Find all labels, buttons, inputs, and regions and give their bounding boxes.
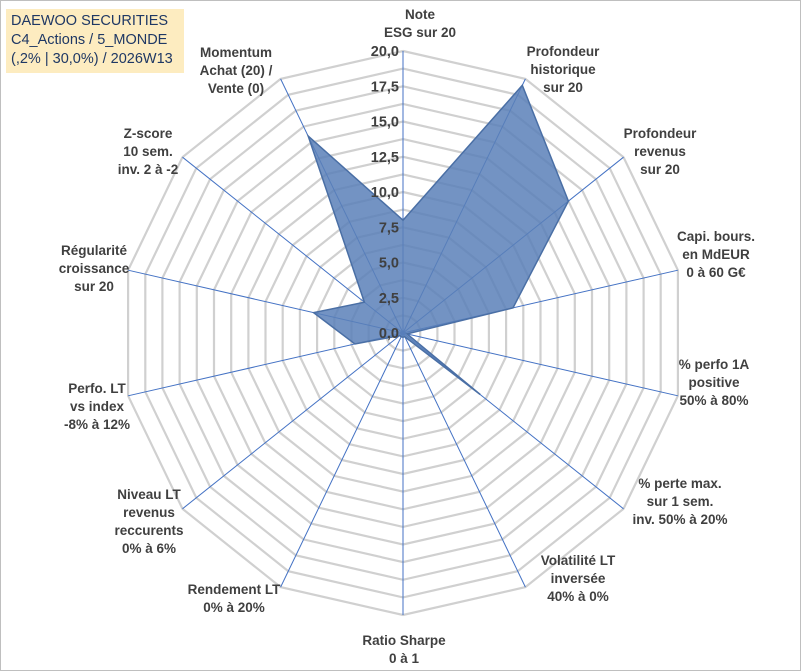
category-label-line: % perfo 1A — [679, 357, 750, 372]
category-label: Régularité croissance sur 20 — [59, 243, 130, 294]
category-label-line: revenus — [123, 505, 175, 520]
category-label: Ratio Sharpe 0 à 1 — [362, 633, 446, 666]
chart-title-line-1: DAEWOO SECURITIES — [11, 13, 169, 29]
category-label-line: croissance — [59, 261, 130, 276]
category-label-line: 0% à 6% — [122, 541, 176, 556]
tick-label: 7,5 — [379, 220, 399, 236]
tick-label: 10,0 — [371, 185, 399, 201]
radar-category-labels: Note ESG sur 20 Profondeur historique sur 20… — [59, 7, 755, 666]
category-label-line: 0% à 20% — [203, 600, 265, 615]
category-label-line: ESG sur 20 — [384, 25, 456, 40]
tick-label: 12,5 — [371, 150, 399, 166]
category-label-line: vs index — [70, 399, 125, 414]
tick-label: 20,0 — [371, 44, 399, 60]
category-label-line: Volatilité LT — [541, 553, 616, 568]
category-label-line: -8% à 12% — [64, 417, 130, 432]
radar-series — [306, 83, 570, 396]
category-label-line: revenus — [634, 144, 686, 159]
category-label-line: reccurents — [114, 523, 183, 538]
series-area — [306, 83, 570, 396]
category-label: Rendement LT 0% à 20% — [188, 582, 282, 615]
tick-label: 2,5 — [379, 291, 399, 307]
category-label-line: 10 sem. — [123, 144, 173, 159]
category-label-line: Perfo. LT — [68, 381, 126, 396]
category-label-line: positive — [688, 375, 740, 390]
category-label-line: 0 à 1 — [389, 651, 420, 666]
tick-label: 17,5 — [371, 79, 399, 95]
category-label-line: 50% à 80% — [679, 393, 748, 408]
category-label-line: inv. 50% à 20% — [632, 512, 727, 527]
category-label-line: sur 20 — [543, 80, 583, 95]
tick-label: 15,0 — [371, 115, 399, 131]
category-label-line: % perte max. — [638, 476, 721, 491]
category-label-line: Capi. bours. — [677, 229, 755, 244]
radar-spoke — [402, 332, 679, 397]
category-label-line: Ratio Sharpe — [362, 633, 446, 648]
chart-title-line-2: C4_Actions / 5_MONDE — [11, 32, 168, 48]
category-label-line: historique — [530, 62, 596, 77]
tick-label: 5,0 — [379, 256, 399, 272]
radar-spoke — [182, 332, 404, 510]
category-label: Profondeur revenus sur 20 — [624, 126, 697, 177]
category-label: Profondeur historique sur 20 — [527, 44, 600, 95]
category-label: Momentum Achat (20) / Vente (0) — [200, 45, 273, 96]
category-label-line: Rendement LT — [188, 582, 282, 597]
category-label-line: Z-score — [124, 126, 173, 141]
category-label-line: Note — [405, 7, 435, 22]
category-label-line: en MdEUR — [682, 247, 750, 262]
category-label: Capi. bours. en MdEUR 0 à 60 G€ — [677, 229, 755, 280]
category-label-line: sur 1 sem. — [647, 494, 714, 509]
radar-spoke — [402, 332, 526, 588]
tick-label: 0,0 — [379, 326, 399, 342]
radar-spoke — [280, 332, 404, 588]
category-label-line: 0 à 60 G€ — [686, 265, 746, 280]
category-label-line: sur 20 — [640, 162, 680, 177]
category-label-line: inversée — [551, 571, 606, 586]
category-label: Z-score 10 sem. inv. 2 à -2 — [118, 126, 179, 177]
category-label-line: Profondeur — [624, 126, 697, 141]
category-label-line: Profondeur — [527, 44, 600, 59]
category-label: % perte max. sur 1 sem. inv. 50% à 20% — [632, 476, 727, 527]
category-label-line: inv. 2 à -2 — [118, 162, 179, 177]
category-label: Perfo. LT vs index -8% à 12% — [64, 381, 130, 432]
chart-title-line-3: (,2% | 30,0%) / 2026W13 — [11, 51, 173, 67]
category-label-line: Niveau LT — [117, 487, 181, 502]
category-label-line: 40% à 0% — [547, 589, 609, 604]
category-label-line: Vente (0) — [208, 81, 264, 96]
category-label: Volatilité LT inversée 40% à 0% — [541, 553, 616, 604]
category-label: % perfo 1A positive 50% à 80% — [679, 357, 750, 408]
category-label-line: Régularité — [61, 243, 128, 258]
category-label: Note ESG sur 20 — [384, 7, 456, 40]
category-label-line: Achat (20) / — [200, 63, 273, 78]
category-label: Niveau LT revenus reccurents 0% à 6% — [114, 487, 183, 556]
category-label-line: sur 20 — [74, 279, 114, 294]
radar-tick-labels: 0,0 2,5 5,0 7,5 10,0 12,5 15,0 17,5 20,0 — [371, 44, 399, 342]
chart-title-box: DAEWOO SECURITIES C4_Actions / 5_MONDE (… — [6, 9, 184, 73]
category-label-line: Momentum — [200, 45, 272, 60]
